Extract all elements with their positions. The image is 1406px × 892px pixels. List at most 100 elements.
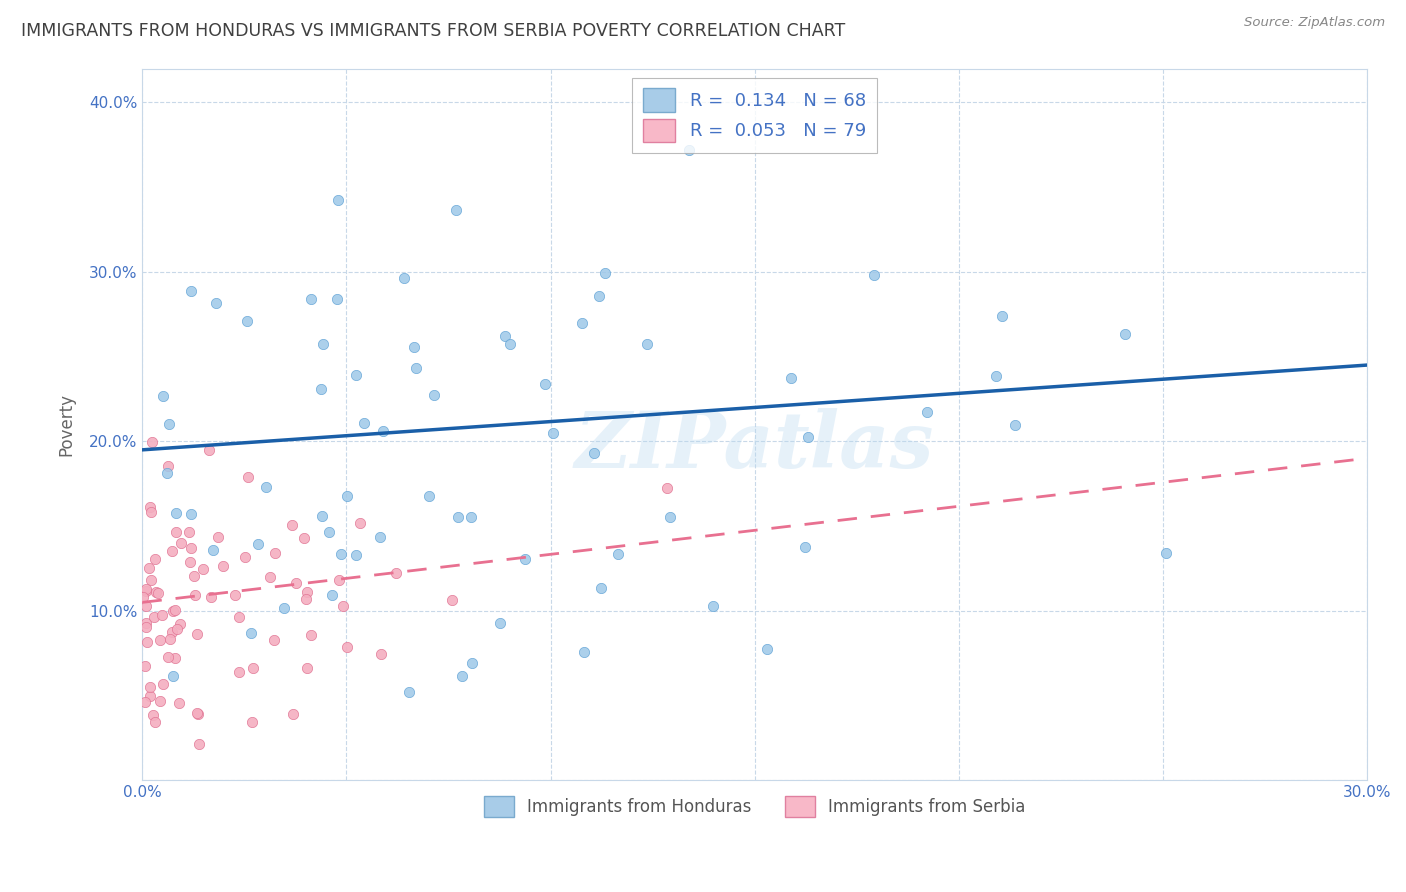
Point	[583, 446, 606, 460]
Point	[233, 549, 256, 564]
Point	[187, 706, 209, 721]
Point	[169, 617, 191, 632]
Point	[385, 566, 408, 581]
Point	[336, 640, 359, 654]
Point	[157, 417, 180, 431]
Point	[169, 536, 191, 550]
Point	[299, 628, 322, 642]
Point	[332, 599, 354, 613]
Point	[353, 417, 375, 431]
Point	[135, 599, 157, 613]
Point	[702, 599, 724, 613]
Point	[368, 530, 391, 544]
Point	[285, 576, 308, 591]
Legend: Immigrants from Honduras, Immigrants from Serbia: Immigrants from Honduras, Immigrants fro…	[475, 788, 1033, 825]
Point	[135, 620, 157, 634]
Point	[186, 627, 208, 641]
Point	[135, 615, 157, 630]
Point	[228, 610, 250, 624]
Point	[440, 593, 463, 607]
Point	[236, 314, 259, 328]
Point	[165, 506, 187, 520]
Point	[636, 336, 658, 351]
Point	[321, 588, 343, 602]
Point	[148, 585, 170, 599]
Point	[405, 360, 427, 375]
Point	[460, 510, 482, 524]
Point	[157, 458, 180, 473]
Point	[423, 388, 446, 402]
Point	[142, 707, 165, 722]
Point	[294, 591, 316, 606]
Point	[283, 706, 305, 721]
Point	[165, 651, 187, 665]
Point	[179, 555, 201, 569]
Point	[188, 737, 211, 751]
Point	[224, 588, 246, 602]
Point	[678, 143, 700, 157]
Point	[205, 296, 228, 310]
Point	[281, 518, 304, 533]
Point	[344, 548, 367, 562]
Point	[572, 645, 595, 659]
Point	[136, 635, 159, 649]
Point	[418, 489, 440, 503]
Point	[915, 405, 938, 419]
Point	[755, 642, 778, 657]
Point	[167, 696, 190, 710]
Point	[607, 547, 630, 561]
Point	[156, 466, 179, 480]
Point	[494, 329, 516, 343]
Text: ZIPatlas: ZIPatlas	[575, 408, 934, 484]
Point	[157, 649, 180, 664]
Point	[402, 339, 425, 353]
Point	[183, 569, 205, 583]
Point	[211, 558, 233, 573]
Point	[311, 508, 333, 523]
Point	[658, 509, 681, 524]
Point	[152, 677, 174, 691]
Point	[299, 293, 322, 307]
Point	[135, 584, 157, 599]
Point	[180, 541, 202, 555]
Text: Source: ZipAtlas.com: Source: ZipAtlas.com	[1244, 16, 1385, 29]
Point	[309, 382, 332, 396]
Point	[797, 429, 820, 443]
Point	[328, 573, 350, 587]
Point	[273, 601, 295, 615]
Point	[460, 656, 482, 670]
Point	[779, 371, 801, 385]
Point	[991, 310, 1014, 324]
Point	[200, 590, 222, 604]
Point	[139, 680, 162, 694]
Point	[398, 685, 420, 699]
Point	[292, 531, 315, 545]
Point	[312, 337, 335, 351]
Point	[591, 581, 613, 595]
Point	[242, 661, 264, 675]
Point	[515, 552, 537, 566]
Point	[160, 624, 183, 639]
Point	[318, 525, 340, 540]
Point	[141, 574, 163, 588]
Point	[447, 509, 470, 524]
Point	[328, 193, 350, 207]
Point	[150, 607, 173, 622]
Point	[451, 669, 474, 683]
Point	[138, 500, 160, 515]
Point	[863, 268, 886, 282]
Point	[139, 689, 162, 703]
Point	[259, 570, 281, 584]
Point	[141, 435, 163, 450]
Point	[297, 585, 319, 599]
Point	[1114, 327, 1136, 342]
Point	[143, 715, 166, 730]
Text: IMMIGRANTS FROM HONDURAS VS IMMIGRANTS FROM SERBIA POVERTY CORRELATION CHART: IMMIGRANTS FROM HONDURAS VS IMMIGRANTS F…	[21, 22, 845, 40]
Point	[162, 605, 184, 619]
Point	[370, 647, 392, 661]
Point	[336, 490, 359, 504]
Point	[139, 505, 162, 519]
Point	[166, 622, 188, 636]
Point	[254, 480, 277, 494]
Point	[263, 545, 285, 559]
